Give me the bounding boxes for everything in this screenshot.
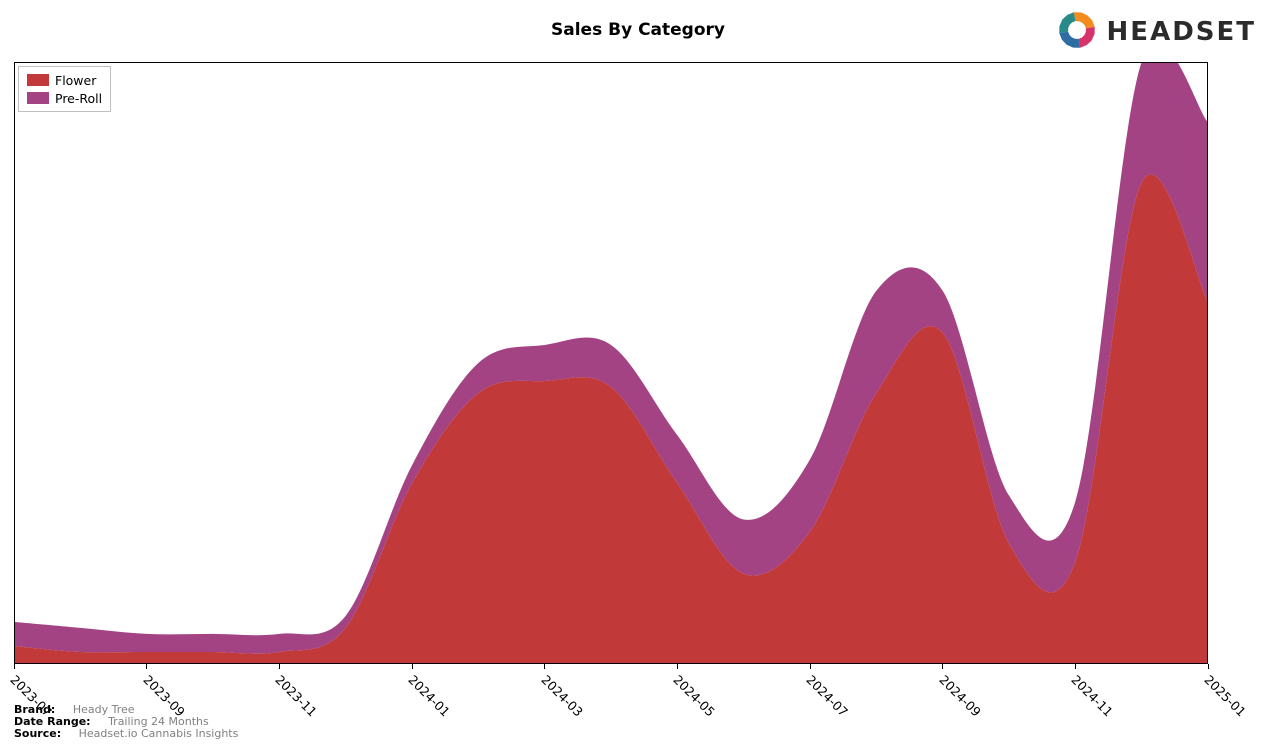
x-tick: [942, 664, 943, 669]
x-tick-label: 2023-11: [273, 672, 321, 720]
x-tick: [279, 664, 280, 669]
footer-source-row: Source: Headset.io Cannabis Insights: [14, 728, 238, 740]
x-tick: [146, 664, 147, 669]
x-tick-label: 2024-01: [405, 672, 453, 720]
x-tick-label: 2024-09: [936, 672, 984, 720]
x-tick: [544, 664, 545, 669]
brand-logo-text: HEADSET: [1107, 17, 1256, 47]
plot-area: Flower Pre-Roll: [14, 62, 1208, 664]
brand-logo: HEADSET: [1055, 8, 1256, 56]
x-tick: [1075, 664, 1076, 669]
legend-swatch: [27, 74, 49, 86]
x-tick: [412, 664, 413, 669]
legend-swatch: [27, 92, 49, 104]
x-tick-label: 2024-07: [803, 672, 851, 720]
legend-label: Pre-Roll: [55, 91, 102, 106]
x-tick: [810, 664, 811, 669]
x-tick: [14, 664, 15, 669]
x-tick-label: 2024-11: [1069, 672, 1117, 720]
footer-source-value: Headset.io Cannabis Insights: [79, 727, 239, 740]
legend-label: Flower: [55, 73, 96, 88]
x-tick-label: 2024-03: [538, 672, 586, 720]
chart-footer: Brand: Heady Tree Date Range: Trailing 2…: [14, 704, 238, 740]
footer-source-label: Source:: [14, 727, 61, 740]
x-tick: [677, 664, 678, 669]
x-tick: [1208, 664, 1209, 669]
area-chart: [14, 62, 1208, 664]
legend: Flower Pre-Roll: [18, 66, 111, 112]
headset-logo-icon: [1055, 8, 1099, 56]
x-tick-label: 2024-05: [671, 672, 719, 720]
area-series: [14, 174, 1208, 664]
legend-item: Pre-Roll: [27, 89, 102, 107]
legend-item: Flower: [27, 71, 102, 89]
x-tick-label: 2025-01: [1201, 672, 1249, 720]
